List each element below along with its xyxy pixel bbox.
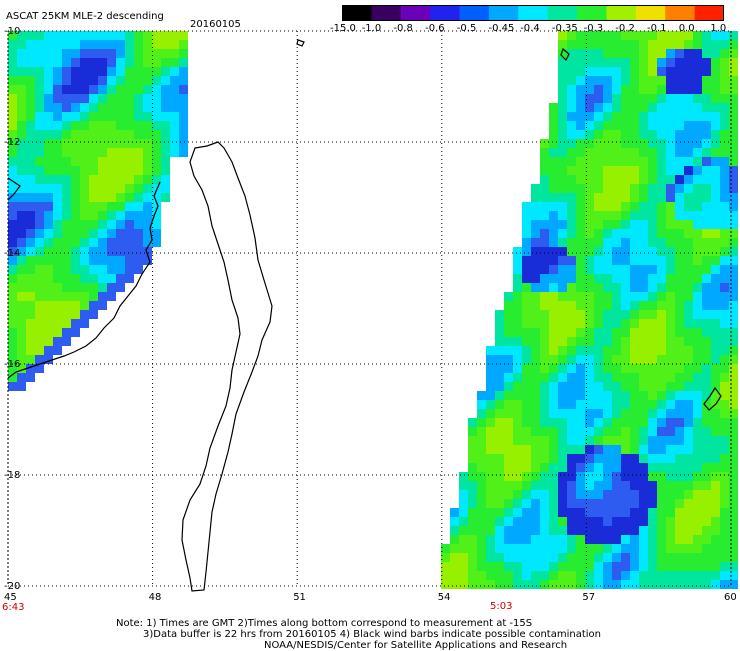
color-scale-label: -1.0 [361, 23, 382, 34]
comoros-coastline [296, 39, 305, 47]
time-label-left: 6:43 [2, 602, 25, 613]
color-scale-label: -0.2 [615, 23, 635, 34]
lon-tick-label: 54 [437, 592, 451, 603]
color-scale-swatch [371, 5, 402, 21]
color-scale-swatch [694, 5, 725, 21]
color-scale-swatch [400, 5, 431, 21]
color-scale-swatch [606, 5, 637, 21]
color-scale-swatch [577, 5, 607, 21]
lat-tick-label: -20 [4, 581, 21, 592]
time-label-right: 5:03 [490, 601, 513, 612]
color-scale-label: -0.3 [583, 23, 604, 34]
color-scale-swatch [665, 5, 696, 21]
color-scale-label: -0.4 [520, 23, 540, 34]
color-scale-swatch [430, 5, 461, 21]
footer-note-line2: 3)Data buffer is 22 hrs from 20160105 4)… [143, 629, 601, 640]
color-scale-swatch [547, 5, 578, 21]
color-scale-swatch [518, 5, 549, 21]
color-scale-label: 0.0 [678, 23, 695, 34]
mauritius-coastline [560, 47, 570, 62]
lon-tick-label: 48 [148, 592, 162, 603]
madagascar-coastline [181, 141, 273, 592]
color-scale-bar [342, 5, 725, 21]
lon-tick-label: 51 [293, 592, 306, 603]
africa-coastline [7, 177, 161, 379]
lat-tick-label: -18 [4, 470, 21, 481]
color-scale-labels: -15.0 -1.0 -0.8 -0.6 -0.5 -0.45 -0.4 -0.35 -0.3-… [330, 23, 740, 35]
color-scale-label: -0.8 [393, 23, 413, 34]
lon-tick-label: 60 [724, 592, 737, 603]
color-scale-swatch [488, 5, 519, 21]
color-scale-label: -0.5 [456, 23, 477, 34]
reunion-coastline [703, 386, 722, 411]
color-scale [342, 5, 725, 21]
map-date: 20160105 [190, 19, 241, 30]
color-scale-swatch [635, 5, 666, 21]
color-scale-label: -0.1 [647, 23, 667, 34]
lon-tick-label: 57 [582, 592, 596, 603]
lat-tick-label: -12 [4, 137, 21, 148]
color-scale-label: -15.0 [330, 23, 356, 34]
color-scale-swatch [342, 5, 372, 21]
satellite-swath-layer [8, 31, 738, 589]
lon-tick-label: 45 [4, 592, 17, 603]
lat-tick-label: -10 [4, 26, 21, 37]
lat-tick-label: -14 [4, 248, 21, 259]
color-scale-label: -0.6 [425, 23, 445, 34]
color-scale-label: -0.45 [488, 23, 515, 34]
color-scale-label: 1.0 [710, 23, 727, 34]
lat-tick-label: -16 [4, 359, 21, 370]
footer-note-line1: Note: 1) Times are GMT 2)Times along bot… [116, 618, 533, 629]
coastline-layer [7, 39, 722, 592]
footer-credit: NOAA/NESDIS/Center for Satellite Applica… [264, 640, 568, 651]
color-scale-swatch [459, 5, 490, 21]
color-scale-label: -0.35 [551, 23, 578, 34]
graticule-layer [7, 30, 732, 587]
map-title: ASCAT 25KM MLE-2 descending [6, 11, 164, 22]
